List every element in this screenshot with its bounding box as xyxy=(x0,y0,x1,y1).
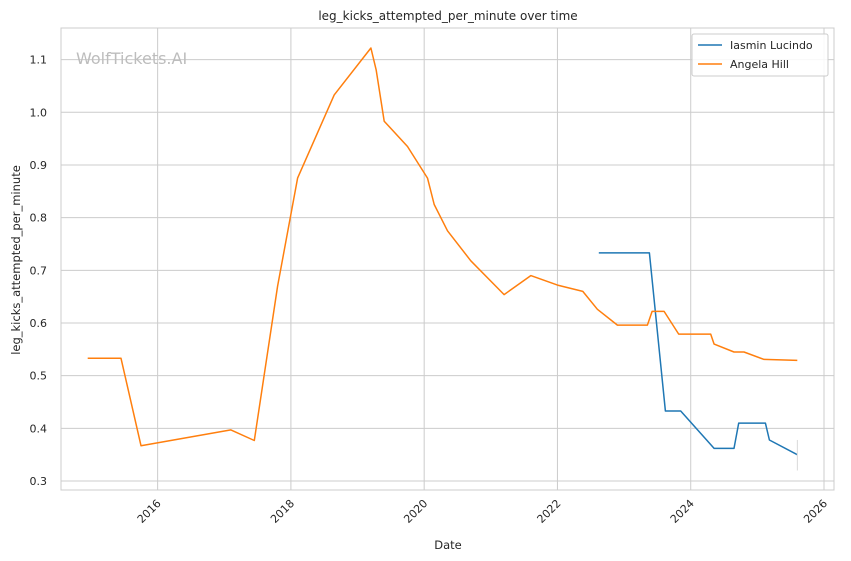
x-tick-label-2022: 2022 xyxy=(535,497,564,526)
y-tick-label-0.3: 0.3 xyxy=(30,475,48,488)
chart-title: leg_kicks_attempted_per_minute over time xyxy=(318,9,577,23)
y-tick-label-1.0: 1.0 xyxy=(30,106,48,119)
x-tick-label-2026: 2026 xyxy=(801,497,830,526)
series-line-iasmin-lucindo xyxy=(598,252,798,456)
y-tick-label-0.5: 0.5 xyxy=(30,370,48,383)
legend: Iasmin Lucindo Angela Hill xyxy=(691,33,829,77)
legend-label-iasmin-lucindo: Iasmin Lucindo xyxy=(730,39,813,52)
y-tick-label-0.6: 0.6 xyxy=(30,317,48,330)
tick-labels: 2016 2018 2020 2022 2024 2026 0.3 0.4 0.5 0.6 0.7 0… xyxy=(30,54,831,526)
x-tick-label-2016: 2016 xyxy=(135,497,164,526)
legend-box xyxy=(691,33,829,77)
y-axis-label: leg_kicks_attempted_per_minute xyxy=(9,165,23,355)
x-axis-label: Date xyxy=(434,538,462,552)
watermark: WolfTickets.AI xyxy=(76,49,187,68)
y-tick-label-0.8: 0.8 xyxy=(30,212,48,225)
series-layer xyxy=(87,47,798,471)
x-tick-label-2020: 2020 xyxy=(401,497,430,526)
x-tick-label-2024: 2024 xyxy=(668,497,697,526)
plot-area-frame xyxy=(60,27,835,491)
legend-label-angela-hill: Angela Hill xyxy=(730,58,789,71)
y-tick-label-0.9: 0.9 xyxy=(30,159,48,172)
series-line-angela-hill xyxy=(87,47,798,447)
y-tick-label-1.1: 1.1 xyxy=(30,54,48,67)
y-tick-label-0.7: 0.7 xyxy=(30,264,48,277)
grid-lines xyxy=(61,28,834,490)
x-tick-label-2018: 2018 xyxy=(268,497,297,526)
y-tick-label-0.4: 0.4 xyxy=(30,422,48,435)
